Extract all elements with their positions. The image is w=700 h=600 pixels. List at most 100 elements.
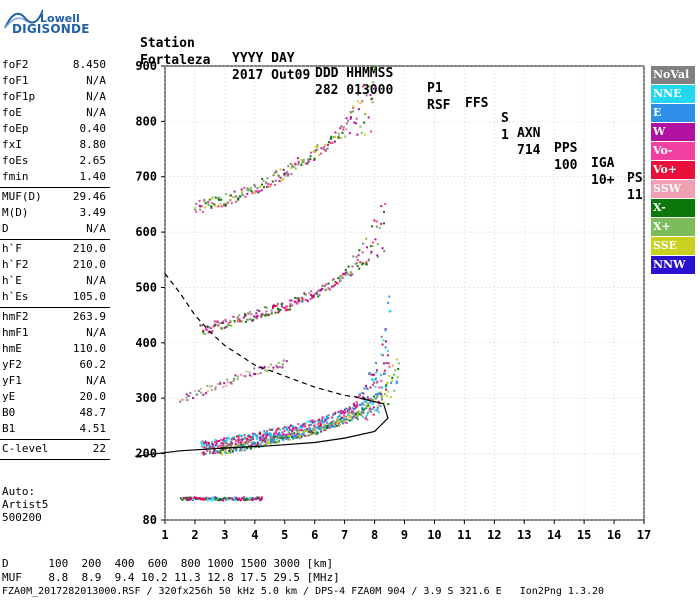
echo-point bbox=[374, 378, 377, 381]
echo-point bbox=[301, 426, 304, 429]
echo-point bbox=[351, 417, 354, 420]
echo-point bbox=[301, 433, 304, 436]
pps-value: 100 bbox=[554, 158, 578, 173]
echo-point bbox=[319, 423, 322, 426]
param-label: yF1 bbox=[2, 374, 22, 387]
logo-text-digisonde: DIGISONDE bbox=[12, 22, 90, 36]
echo-point bbox=[300, 429, 303, 432]
echo-point bbox=[349, 116, 352, 119]
echo-point bbox=[316, 293, 319, 296]
echo-point bbox=[222, 442, 225, 445]
echo-point bbox=[257, 442, 260, 445]
echo-point bbox=[345, 128, 348, 131]
echo-point bbox=[204, 206, 207, 209]
echo-point bbox=[282, 432, 285, 435]
echo-point bbox=[362, 396, 365, 399]
echo-point bbox=[332, 423, 335, 426]
echo-point bbox=[212, 496, 215, 499]
echo-point bbox=[211, 330, 214, 333]
echo-point bbox=[219, 382, 222, 385]
echo-point bbox=[203, 446, 206, 449]
echo-point bbox=[233, 190, 236, 193]
legend-item-ssw: SSW bbox=[651, 180, 695, 198]
echo-point bbox=[334, 135, 337, 138]
echo-point bbox=[253, 367, 256, 370]
x-tick-label: 14 bbox=[547, 528, 561, 542]
x-tick-label: 13 bbox=[517, 528, 531, 542]
echo-point bbox=[287, 173, 290, 176]
echo-point bbox=[265, 310, 268, 313]
echo-point bbox=[261, 437, 264, 440]
echo-point bbox=[321, 421, 324, 424]
echo-point bbox=[377, 402, 380, 405]
echo-point bbox=[259, 499, 262, 502]
echo-point bbox=[204, 327, 207, 330]
echo-point bbox=[376, 407, 379, 410]
echo-point bbox=[246, 192, 249, 195]
param-value: N/A bbox=[86, 274, 106, 287]
echo-point bbox=[342, 422, 345, 425]
echo-point bbox=[268, 428, 271, 431]
echo-point bbox=[352, 407, 355, 410]
echo-point bbox=[236, 435, 239, 438]
echo-point bbox=[275, 304, 278, 307]
echo-point bbox=[370, 252, 373, 255]
echo-point bbox=[262, 439, 265, 442]
echo-point bbox=[256, 496, 259, 499]
echo-point bbox=[319, 424, 322, 427]
echo-point bbox=[199, 497, 202, 500]
param-row: fmin 1.40 bbox=[2, 170, 106, 183]
echo-point bbox=[348, 408, 351, 411]
echo-point bbox=[271, 436, 274, 439]
echo-point bbox=[219, 451, 222, 454]
echo-point bbox=[339, 414, 342, 417]
echo-point bbox=[337, 420, 340, 423]
echo-point bbox=[321, 417, 324, 420]
param-row: hmF1 N/A bbox=[2, 326, 106, 339]
echo-point bbox=[349, 417, 352, 420]
echo-point bbox=[265, 437, 268, 440]
echo-point bbox=[340, 125, 343, 128]
echo-point bbox=[298, 426, 301, 429]
echo-point bbox=[228, 324, 231, 327]
echo-point bbox=[290, 429, 293, 432]
echo-point bbox=[224, 442, 227, 445]
echo-point bbox=[380, 335, 383, 338]
echo-point bbox=[261, 367, 264, 370]
echo-point bbox=[222, 439, 225, 442]
echo-point bbox=[339, 274, 342, 277]
echo-point bbox=[242, 498, 245, 501]
param-row: hmE 110.0 bbox=[2, 342, 106, 355]
echo-point bbox=[233, 496, 236, 499]
echo-point bbox=[248, 374, 251, 377]
echo-point bbox=[291, 435, 294, 438]
header-label: IGA bbox=[591, 156, 615, 171]
echo-point bbox=[341, 420, 344, 423]
echo-point bbox=[356, 418, 359, 421]
echo-point bbox=[197, 497, 200, 500]
echo-point bbox=[365, 403, 368, 406]
echo-point bbox=[256, 372, 259, 375]
y-tick-label: 300 bbox=[135, 391, 157, 405]
echo-point bbox=[274, 434, 277, 437]
echo-point bbox=[249, 187, 252, 190]
echo-point bbox=[372, 406, 375, 409]
echo-point bbox=[369, 401, 372, 404]
echo-point bbox=[265, 430, 268, 433]
echo-point bbox=[342, 128, 345, 131]
echo-point bbox=[365, 261, 368, 264]
echo-point bbox=[330, 137, 333, 140]
x-tick-label: 10 bbox=[427, 528, 441, 542]
echo-point bbox=[261, 434, 264, 437]
echo-point bbox=[326, 426, 329, 429]
echo-point bbox=[223, 437, 226, 440]
echo-point bbox=[222, 386, 225, 389]
echo-point bbox=[390, 381, 393, 384]
echo-point bbox=[378, 386, 381, 389]
echo-point bbox=[229, 381, 232, 384]
echo-point bbox=[352, 110, 355, 113]
echo-point bbox=[357, 413, 360, 416]
echo-point bbox=[339, 279, 342, 282]
echo-point bbox=[374, 409, 377, 412]
echo-point bbox=[376, 380, 379, 383]
